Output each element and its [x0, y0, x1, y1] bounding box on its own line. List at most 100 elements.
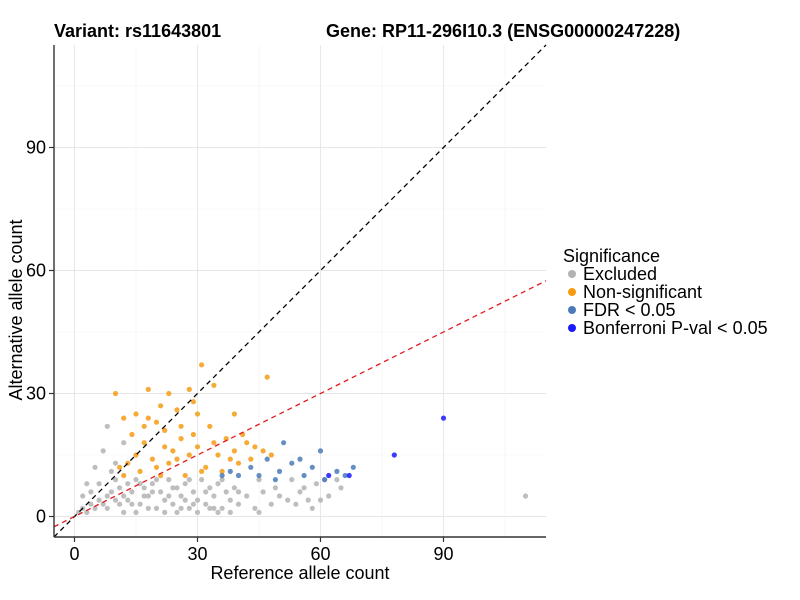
data-point — [440, 415, 447, 421]
data-point — [133, 477, 139, 483]
data-point — [190, 399, 196, 405]
data-point — [182, 472, 188, 479]
data-point — [235, 472, 242, 479]
data-point — [121, 415, 127, 421]
data-point — [223, 489, 229, 495]
data-point — [149, 481, 155, 487]
data-point — [219, 477, 225, 483]
data-point — [194, 444, 201, 450]
data-point — [248, 464, 254, 470]
data-point — [162, 427, 168, 433]
data-point — [121, 493, 127, 499]
data-point — [84, 481, 90, 487]
data-point — [223, 436, 229, 442]
data-point — [186, 505, 192, 511]
plot-area — [76, 362, 529, 515]
data-point — [166, 477, 172, 483]
data-point — [186, 452, 192, 458]
data-point — [153, 419, 160, 425]
data-point — [117, 485, 123, 491]
data-point — [244, 440, 250, 446]
data-point — [248, 456, 254, 462]
data-point — [190, 501, 196, 507]
data-point — [96, 481, 102, 487]
data-point — [297, 456, 303, 462]
data-point — [166, 390, 172, 397]
data-point — [264, 374, 270, 380]
data-point — [178, 423, 184, 429]
data-point — [272, 485, 278, 491]
data-point — [190, 489, 196, 495]
y-tick-label: 30 — [26, 384, 46, 404]
data-point — [235, 501, 242, 507]
data-point — [231, 448, 237, 454]
data-point — [231, 411, 237, 417]
legend-swatch-nonsig — [568, 288, 576, 296]
data-point — [350, 464, 356, 470]
data-point — [153, 464, 160, 470]
reference-lines — [53, 44, 547, 538]
data-point — [207, 423, 213, 429]
data-point — [108, 489, 114, 495]
data-point — [260, 489, 266, 495]
legend-swatch-fdr — [568, 306, 576, 314]
y-tick-label: 90 — [26, 138, 46, 158]
data-point — [199, 468, 205, 474]
data-point — [88, 489, 94, 495]
data-point — [219, 468, 225, 474]
legend-swatch-bonf — [568, 324, 576, 332]
x-tick-label: 60 — [310, 544, 330, 564]
data-point — [178, 493, 184, 499]
data-point — [264, 456, 270, 462]
data-point — [166, 460, 172, 466]
data-point — [194, 497, 201, 503]
data-point — [186, 386, 192, 392]
data-point — [88, 501, 94, 507]
series-bonferroni-p-val-0-05 — [326, 415, 447, 479]
data-point — [252, 444, 258, 450]
axis-ticks: 0 30 60 90 0 30 60 90 — [26, 138, 454, 565]
data-point — [203, 501, 209, 507]
data-point — [174, 485, 180, 491]
data-point — [133, 411, 139, 417]
data-point — [125, 497, 131, 503]
data-point — [309, 464, 315, 470]
x-tick-label: 0 — [69, 544, 79, 564]
data-point — [112, 460, 119, 466]
data-point — [293, 501, 299, 507]
data-point — [121, 509, 127, 515]
data-point — [162, 509, 168, 515]
data-point — [256, 472, 262, 479]
data-point — [207, 485, 213, 491]
data-point — [153, 477, 160, 483]
data-point — [207, 505, 213, 511]
data-point — [256, 477, 262, 483]
data-point — [117, 464, 123, 470]
legend-label-nonsig: Non-significant — [583, 282, 702, 302]
data-point — [194, 509, 201, 515]
data-point — [227, 497, 233, 503]
data-point — [199, 477, 205, 483]
data-point — [137, 468, 143, 474]
data-point — [170, 485, 176, 491]
data-point — [141, 485, 147, 491]
data-point — [268, 452, 274, 458]
x-axis-title: Reference allele count — [210, 563, 389, 583]
data-point — [211, 505, 217, 511]
data-point — [289, 477, 295, 483]
y-tick-label: 0 — [36, 507, 46, 527]
data-point — [203, 464, 209, 470]
data-point — [112, 390, 119, 397]
series-excluded — [76, 423, 529, 515]
data-point — [326, 493, 332, 499]
series-fdr-0-05 — [219, 440, 356, 483]
data-point — [309, 505, 315, 511]
data-point — [522, 493, 529, 499]
data-point — [182, 481, 188, 487]
data-point — [297, 489, 303, 495]
data-point — [272, 477, 278, 483]
legend-label-bonf: Bonferroni P-val < 0.05 — [583, 318, 768, 338]
data-point — [121, 472, 127, 479]
data-point — [104, 423, 110, 429]
